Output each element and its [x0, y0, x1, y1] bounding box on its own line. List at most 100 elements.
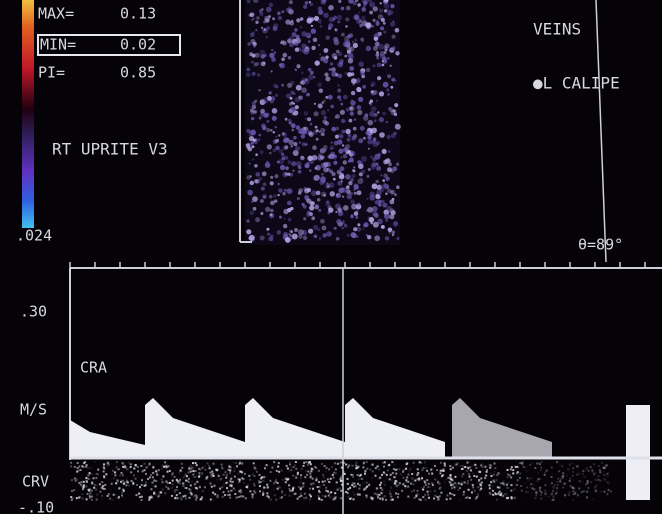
crv-noise: [348, 465, 350, 467]
speckle-dot: [308, 40, 311, 43]
crv-noise: [124, 498, 126, 500]
crv-noise: [414, 480, 416, 482]
speckle-dot: [278, 134, 280, 136]
crv-noise: [130, 463, 132, 465]
crv-noise: [376, 487, 378, 489]
crv-noise: [321, 463, 323, 465]
speckle-dot: [383, 183, 386, 186]
speckle-dot: [386, 121, 388, 123]
crv-noise: [544, 472, 546, 474]
crv-noise: [248, 475, 250, 477]
speckle-dot: [318, 209, 321, 212]
crv-noise: [131, 480, 133, 482]
crv-noise: [604, 479, 606, 481]
crv-noise: [423, 467, 425, 469]
crv-noise: [357, 483, 359, 485]
crv-noise: [305, 470, 307, 472]
speckle-dot: [394, 193, 397, 196]
crv-noise: [572, 467, 574, 469]
speckle-dot: [384, 9, 387, 12]
crv-noise: [185, 480, 187, 482]
speckle-dot: [385, 158, 390, 163]
crv-noise: [195, 462, 197, 464]
crv-noise: [334, 462, 336, 464]
speckle-dot: [281, 153, 284, 156]
crv-noise: [467, 462, 469, 464]
crv-noise: [572, 499, 574, 501]
crv-noise: [224, 467, 226, 469]
speckle-dot: [305, 1, 309, 5]
crv-noise: [370, 497, 372, 499]
crv-noise: [511, 497, 513, 499]
speckle-dot: [294, 41, 299, 46]
speckle-dot: [332, 53, 338, 59]
crv-noise: [578, 488, 580, 490]
crv-noise: [335, 496, 337, 498]
speckle-dot: [250, 211, 255, 216]
crv-noise: [406, 477, 408, 479]
crv-noise: [252, 496, 254, 498]
crv-noise: [234, 476, 236, 478]
crv-noise: [607, 494, 609, 496]
crv-noise: [383, 466, 385, 468]
speckle-dot: [290, 91, 294, 95]
crv-noise: [427, 486, 429, 488]
crv-noise: [359, 470, 361, 472]
crv-noise: [480, 477, 482, 479]
crv-noise: [289, 495, 291, 497]
crv-noise: [544, 484, 546, 486]
crv-noise: [119, 487, 121, 489]
crv-noise: [479, 481, 481, 483]
speckle-dot: [323, 167, 328, 172]
speckle-dot: [348, 134, 352, 138]
speckle-dot: [260, 236, 265, 241]
crv-noise: [124, 466, 126, 468]
speckle-dot: [337, 15, 343, 21]
crv-noise: [534, 467, 536, 469]
crv-noise: [136, 484, 138, 486]
crv-noise: [191, 470, 193, 472]
crv-noise: [211, 486, 213, 488]
crv-noise: [397, 493, 399, 495]
speckle-dot: [368, 168, 371, 171]
crv-noise: [94, 461, 96, 463]
speckle-dot: [246, 229, 251, 234]
crv-noise: [375, 467, 377, 469]
speckle-dot: [345, 17, 349, 21]
crv-noise: [562, 475, 564, 477]
crv-noise: [223, 474, 225, 476]
speckle-dot: [371, 106, 377, 112]
crv-noise: [88, 489, 90, 491]
crv-noise: [108, 493, 110, 495]
crv-noise: [413, 483, 415, 485]
crv-noise: [592, 498, 594, 500]
crv-noise: [354, 485, 356, 487]
crv-noise: [575, 494, 577, 496]
speckle-dot: [345, 144, 350, 149]
crv-noise: [297, 498, 299, 500]
crv-noise: [186, 476, 188, 478]
crv-noise: [471, 483, 473, 485]
crv-noise: [328, 468, 330, 470]
crv-noise: [277, 466, 279, 468]
crv-noise: [603, 467, 605, 469]
speckle-dot: [345, 129, 350, 134]
speckle-dot: [318, 10, 323, 15]
crv-noise: [188, 472, 190, 474]
crv-noise: [394, 482, 396, 484]
crv-noise: [545, 493, 547, 495]
crv-noise: [195, 487, 197, 489]
speckle-dot: [280, 42, 282, 44]
speckle-dot: [382, 60, 384, 62]
crv-noise: [185, 498, 187, 500]
crv-noise: [84, 461, 86, 463]
crv-noise: [515, 466, 517, 468]
crv-noise: [238, 481, 240, 483]
speckle-dot: [327, 109, 329, 111]
crv-noise: [252, 474, 254, 476]
crv-noise: [562, 472, 564, 474]
crv-noise: [325, 487, 327, 489]
speckle-dot: [270, 201, 275, 206]
speckle-dot: [350, 112, 354, 116]
speckle-dot: [323, 116, 327, 120]
